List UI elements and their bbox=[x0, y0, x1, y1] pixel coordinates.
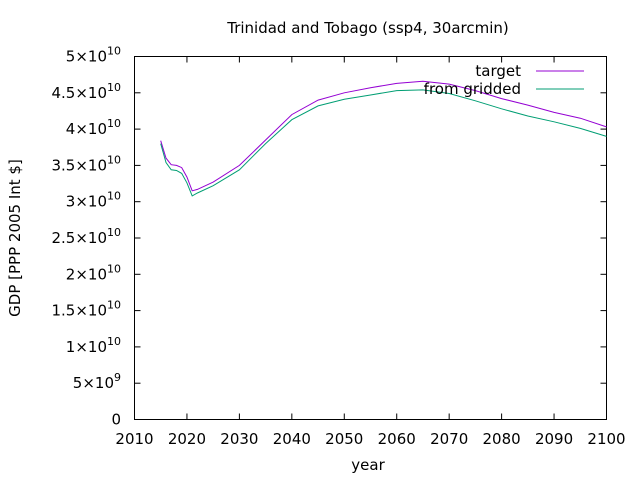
series-layer bbox=[160, 80, 607, 197]
y-tick-exponent: 9 bbox=[114, 371, 121, 384]
x-tick-label: 2080 bbox=[483, 430, 521, 448]
y-tick-exponent: 10 bbox=[107, 226, 121, 239]
y-tick-mantissa: 5×10 bbox=[66, 48, 107, 66]
y-tick-mantissa: 4×10 bbox=[66, 120, 107, 138]
y-tick-label: 4.5×1010 bbox=[51, 81, 121, 102]
x-tick-label: 2020 bbox=[168, 430, 206, 448]
x-tick-label: 2100 bbox=[587, 430, 625, 448]
y-tick-mantissa: 1×10 bbox=[66, 338, 107, 356]
legend-label: from gridded bbox=[424, 80, 521, 98]
y-tick-label: 1×1010 bbox=[66, 335, 121, 356]
series-line-2 bbox=[160, 89, 607, 197]
x-tick-label: 2040 bbox=[273, 430, 311, 448]
y-tick-label: 2.5×1010 bbox=[51, 226, 121, 247]
y-tick-mantissa: 0 bbox=[111, 411, 121, 429]
y-tick-mantissa: 4.5×10 bbox=[51, 84, 107, 102]
y-tick-mantissa: 3×10 bbox=[66, 193, 107, 211]
x-axis-label: year bbox=[351, 456, 385, 474]
y-tick-exponent: 10 bbox=[107, 81, 121, 94]
y-axis-label: GDP [PPP 2005 Int $] bbox=[6, 159, 24, 317]
x-tick-label: 2050 bbox=[325, 430, 363, 448]
x-tick-label: 2070 bbox=[430, 430, 468, 448]
series-line-1 bbox=[160, 80, 607, 192]
x-tick-label: 2090 bbox=[535, 430, 573, 448]
x-axis: 2010 2020 2030 2040 2050 2060 2070 2080 2090 2100 bbox=[115, 56, 626, 448]
y-tick-mantissa: 3.5×10 bbox=[51, 156, 107, 174]
y-tick-mantissa: 2.5×10 bbox=[51, 229, 107, 247]
y-tick-mantissa: 2×10 bbox=[66, 265, 107, 283]
y-tick-exponent: 10 bbox=[107, 45, 121, 58]
y-tick-exponent: 10 bbox=[107, 335, 121, 348]
x-tick-label: 2010 bbox=[115, 430, 153, 448]
y-tick-mantissa: 5×10 bbox=[73, 374, 114, 392]
chart-title: Trinidad and Tobago (ssp4, 30arcmin) bbox=[226, 19, 509, 37]
y-tick-label: 0 bbox=[111, 411, 121, 429]
y-axis: 05×1091×10101.5×10102×10102.5×10103×1010… bbox=[51, 45, 607, 429]
y-tick-exponent: 10 bbox=[107, 262, 121, 275]
y-tick-label: 5×109 bbox=[73, 371, 121, 392]
y-tick-mantissa: 1.5×10 bbox=[51, 302, 107, 320]
x-tick-label: 2030 bbox=[220, 430, 258, 448]
y-tick-label: 1.5×1010 bbox=[51, 299, 121, 320]
y-tick-exponent: 10 bbox=[107, 299, 121, 312]
x-tick-label: 2060 bbox=[378, 430, 416, 448]
y-tick-exponent: 10 bbox=[107, 190, 121, 203]
y-tick-exponent: 10 bbox=[107, 117, 121, 130]
legend-label: target bbox=[475, 62, 521, 80]
y-tick-label: 4×1010 bbox=[66, 117, 121, 138]
y-tick-exponent: 10 bbox=[107, 153, 121, 166]
y-tick-label: 2×1010 bbox=[66, 262, 121, 283]
plot-frame bbox=[134, 56, 607, 420]
y-tick-label: 3×1010 bbox=[66, 190, 121, 211]
y-tick-label: 5×1010 bbox=[66, 45, 121, 66]
y-tick-label: 3.5×1010 bbox=[51, 153, 121, 174]
